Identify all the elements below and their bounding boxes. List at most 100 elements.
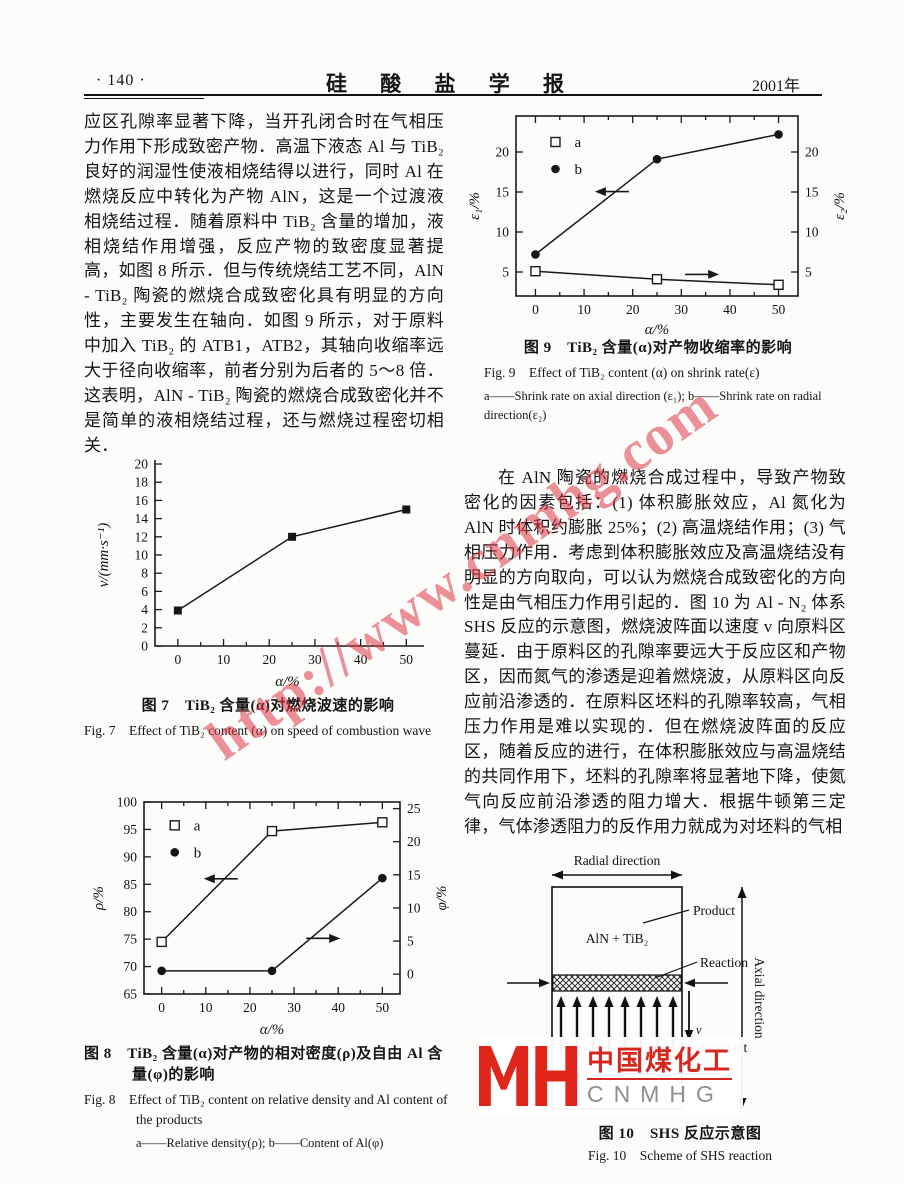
svg-text:4: 4 (141, 602, 148, 617)
fig9-caption-cn: 图 9 TiB₂ 含量(α)对产物收缩率的影响 (523, 340, 793, 356)
cnmhg-logo-cn: 中国煤化工 (587, 1046, 732, 1076)
svg-text:5: 5 (407, 934, 414, 949)
fig9-caption: 图 9 TiB₂ 含量(α)对产物收缩率的影响 Fig. 9 Effect of… (468, 336, 848, 425)
product-leader-line (642, 909, 690, 924)
svg-text:b: b (194, 845, 202, 861)
left-paragraph: 应区孔隙率显著下降，当开孔闭合时在气相压力作用下形成致密产物．高温下液态 Al … (84, 112, 444, 455)
axial-direction-label: Axial direction (752, 957, 767, 1039)
svg-text:95: 95 (124, 822, 138, 837)
svg-text:2: 2 (141, 620, 148, 635)
cnmhg-logo-text: 中国煤化工 CNMHG (587, 1046, 732, 1106)
fig10-caption-en: Fig. 10 Scheme of SHS reaction (587, 1148, 773, 1163)
svg-text:25: 25 (407, 801, 421, 816)
svg-text:0: 0 (532, 302, 539, 317)
product-label: Product (693, 903, 735, 918)
svg-text:5: 5 (805, 265, 812, 280)
svg-text:20: 20 (135, 457, 149, 472)
svg-text:b: b (574, 162, 582, 178)
fig9-caption-note: a——Shrink rate on axial direction (ε₁); … (484, 389, 822, 422)
fig8-caption-cn: 图 8 TiB₂ 含量(α)对产物的相对密度(ρ)及自由 Al 含量(φ)的影响 (84, 1046, 443, 1083)
fig9-series-b (radial shrink ε₂) (531, 130, 783, 259)
cnmhg-logo-mark (479, 1046, 578, 1106)
svg-text:40: 40 (331, 1000, 345, 1015)
svg-text:10: 10 (805, 225, 819, 240)
fig7-ticks (155, 463, 407, 647)
svg-text:65: 65 (124, 987, 138, 1002)
svg-text:50: 50 (772, 302, 786, 317)
fig9-axis-arrow (685, 269, 720, 279)
svg-text:ε₁/%: ε₁/% (467, 192, 483, 220)
velocity-label: v (696, 1023, 702, 1037)
reaction-leader-line (654, 961, 698, 979)
svg-text:α/%: α/% (275, 674, 300, 690)
cnmhg-logo-en: CNMHG (587, 1081, 724, 1107)
fig8-chart: 0 10 20 30 40 50 65 70 75 80 85 90 95 100 0 5 10 15 20 25 α/… (91, 795, 450, 1039)
fig8-caption-note: a——Relative density(ρ); b——Content of Al… (136, 1136, 384, 1150)
svg-text:α/%: α/% (645, 322, 670, 338)
fig8-series-a (relative density ρ) (156, 817, 388, 948)
svg-text:15: 15 (496, 185, 510, 200)
fig8-caption: 图 8 TiB₂ 含量(α)对产物的相对密度(ρ)及自由 Al 含量(φ)的影响… (84, 1042, 456, 1153)
svg-text:40: 40 (723, 302, 737, 317)
fig8-axis-arrow (306, 933, 341, 943)
svg-text:12: 12 (135, 529, 149, 544)
fig9-series-a (axial shrink ε₁) (530, 265, 784, 291)
svg-text:0: 0 (407, 967, 414, 982)
svg-text:70: 70 (124, 959, 138, 974)
header-rule-left (84, 98, 204, 99)
svg-text:40: 40 (354, 652, 368, 667)
svg-text:20: 20 (243, 1000, 257, 1015)
svg-text:15: 15 (407, 867, 421, 882)
svg-text:16: 16 (135, 493, 149, 508)
page-number: · 140 · (96, 72, 146, 89)
journal-title: 硅 酸 盐 学 报 (326, 72, 578, 96)
svg-text:10: 10 (217, 652, 231, 667)
svg-text:50: 50 (400, 652, 414, 667)
svg-text:ε₂/%: ε₂/% (832, 192, 848, 220)
product-formula: AlN + TiB₂ (586, 931, 649, 946)
cnmhg-logo-rule (587, 1078, 732, 1080)
fig9-chart: 0 10 20 30 40 50 5 10 15 20 5 10 15 20 α/% ε₁/% ε₂/% ab (467, 115, 848, 338)
reaction-band (552, 974, 682, 992)
svg-text:80: 80 (124, 904, 138, 919)
svg-text:a: a (194, 818, 201, 834)
right-paragraph: 在 AlN 陶瓷的燃烧合成过程中，导致产物致密化的因素包括：(1) 体积膨胀效应… (464, 468, 846, 836)
fig7-series-combustion wave speed (173, 505, 411, 615)
svg-text:50: 50 (376, 1000, 390, 1015)
svg-text:20: 20 (496, 145, 510, 160)
svg-text:14: 14 (135, 511, 149, 526)
fig10-caption-cn: 图 10 SHS 反应示意图 (598, 1126, 762, 1142)
svg-text:75: 75 (124, 932, 138, 947)
svg-text:0: 0 (174, 652, 181, 667)
svg-text:15: 15 (805, 185, 819, 200)
svg-text:6: 6 (141, 584, 148, 599)
fig8-series-b (free Al content φ) (157, 873, 387, 976)
svg-text:30: 30 (675, 302, 689, 317)
svg-text:100: 100 (117, 795, 138, 810)
svg-text:φ/%: φ/% (434, 886, 450, 911)
velocity-arrow (684, 991, 694, 1041)
gas-inflow-left-arrow (507, 978, 550, 988)
header-year: 2001年 (752, 78, 801, 95)
fig8-ticks (144, 801, 400, 995)
cnmhg-logo: 中国煤化工 CNMHG (479, 1037, 743, 1115)
svg-text:20: 20 (262, 652, 276, 667)
fig7-caption: 图 7 TiB₂ 含量(α)对燃烧波速的影响 Fig. 7 Effect of … (84, 694, 452, 741)
svg-text:8: 8 (141, 566, 148, 581)
header-rule (84, 94, 822, 96)
fig8-caption-en: Fig. 8 Effect of TiB₂ content on relativ… (84, 1092, 448, 1127)
svg-text:10: 10 (577, 302, 591, 317)
svg-text:90: 90 (124, 849, 138, 864)
fig9-ticks (516, 116, 798, 296)
fig7-axes (154, 460, 424, 647)
gas-inflow-right-arrow (684, 978, 728, 988)
svg-text:30: 30 (308, 652, 322, 667)
svg-text:v/(mm·s⁻¹): v/(mm·s⁻¹) (96, 523, 112, 587)
svg-text:10: 10 (135, 548, 149, 563)
svg-text:85: 85 (124, 877, 138, 892)
svg-text:30: 30 (287, 1000, 301, 1015)
svg-text:10: 10 (199, 1000, 213, 1015)
svg-text:5: 5 (502, 265, 509, 280)
svg-text:0: 0 (158, 1000, 165, 1015)
fig9-caption-en: Fig. 9 Effect of TiB₂ content (α) on shr… (484, 365, 760, 380)
